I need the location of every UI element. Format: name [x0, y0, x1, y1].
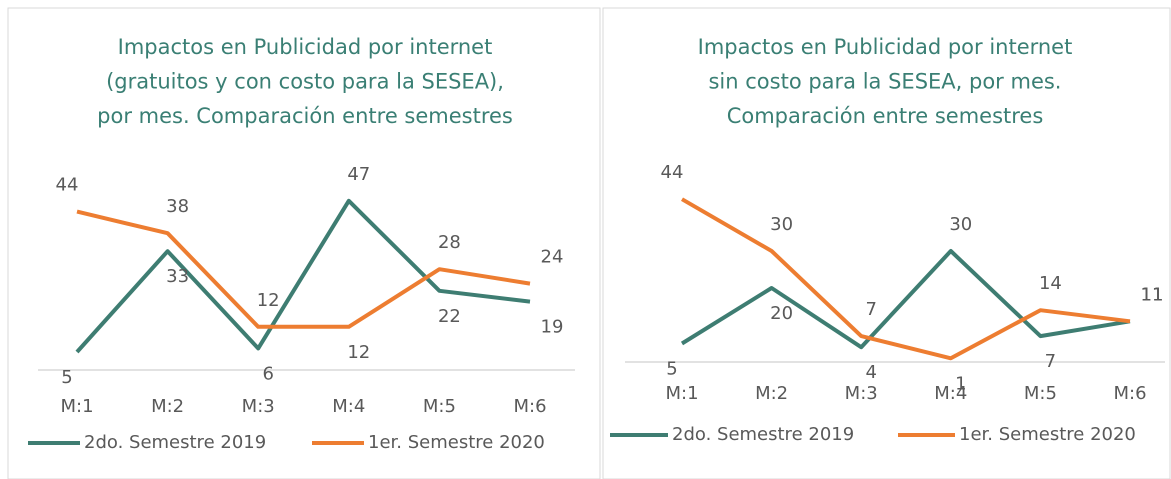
series-line: [680, 249, 1131, 350]
legend-label: 2do. Semestre 2019: [672, 424, 854, 445]
chart-title: Impactos en Publicidad por internet: [698, 35, 1073, 59]
data-label: 19: [541, 317, 564, 338]
legend-label: 2do. Semestre 2019: [84, 432, 266, 453]
x-tick-label: M:4: [332, 396, 365, 417]
data-label: 7: [865, 299, 876, 320]
data-label: 6: [262, 363, 273, 384]
data-label: 5: [61, 367, 72, 388]
x-tick-label: M:5: [423, 396, 456, 417]
data-label: 4: [865, 362, 876, 383]
legend-label: 1er. Semestre 2020: [368, 432, 545, 453]
x-tick-label: M:2: [151, 396, 184, 417]
chart-title: sin costo para la SESEA, por mes.: [708, 70, 1061, 94]
data-label: 33: [166, 266, 189, 287]
data-label: 24: [541, 247, 564, 268]
data-label: 30: [949, 214, 972, 235]
chart-title: por mes. Comparación entre semestres: [97, 104, 513, 128]
x-tick-label: M:1: [665, 383, 698, 404]
x-tick-label: M:3: [242, 396, 275, 417]
x-tick-label: M:5: [1024, 383, 1057, 404]
data-label: 5: [666, 359, 677, 380]
x-tick-label: M:4: [934, 383, 967, 404]
x-tick-label: M:6: [1113, 383, 1146, 404]
panel-right: [602, 7, 1171, 479]
series-line: [680, 197, 1131, 361]
x-tick-label: M:1: [60, 396, 93, 417]
data-label: 11: [1141, 284, 1164, 305]
data-label: 47: [347, 164, 370, 185]
data-label: 44: [661, 162, 684, 183]
chart-title: Comparación entre semestres: [727, 104, 1044, 128]
data-label: 7: [1045, 351, 1056, 372]
data-label: 11: [1141, 284, 1164, 305]
series-line: [76, 209, 531, 329]
x-tick-label: M:6: [513, 396, 546, 417]
series-line: [75, 198, 531, 354]
data-label: 38: [166, 196, 189, 217]
data-label: 12: [257, 290, 280, 311]
data-label: 12: [347, 342, 370, 363]
chart-title: (gratuitos y con costo para la SESEA),: [106, 70, 504, 94]
data-label: 30: [770, 214, 793, 235]
x-tick-label: M:2: [755, 383, 788, 404]
panel-left: [7, 7, 601, 479]
x-tick-label: M:3: [845, 383, 878, 404]
data-label: 22: [438, 306, 461, 327]
legend-label: 1er. Semestre 2020: [959, 424, 1136, 445]
data-label: 28: [438, 232, 461, 253]
chart-title: Impactos en Publicidad por internet: [118, 35, 493, 59]
data-label: 14: [1039, 273, 1062, 294]
data-label: 44: [56, 175, 79, 196]
data-label: 1: [955, 373, 966, 394]
data-label: 20: [770, 303, 793, 324]
